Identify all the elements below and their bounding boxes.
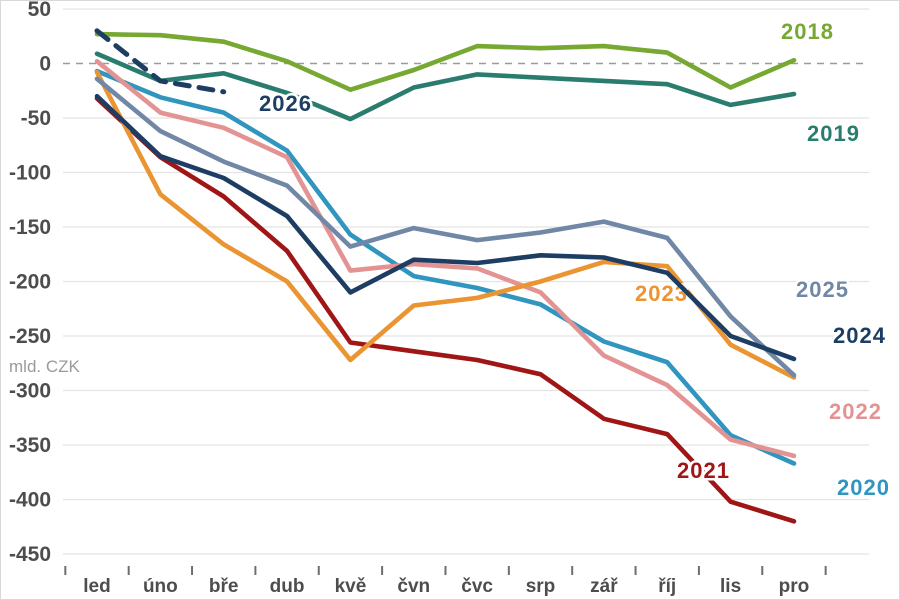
y-axis-tick-label: -250 — [9, 325, 51, 348]
series-line-2020 — [94, 68, 797, 466]
y-axis-tick-label: -300 — [9, 380, 51, 403]
x-axis-month-label: led — [83, 576, 110, 597]
series-line-2021 — [94, 96, 797, 524]
x-axis-month-label: kvě — [335, 576, 367, 597]
series-label-2024: 2024 — [833, 323, 886, 348]
x-axis-month-label: úno — [143, 576, 178, 597]
series-label-2026: 2026 — [259, 91, 312, 116]
series-line-2018 — [94, 31, 797, 92]
x-axis-month-label: zář — [590, 576, 618, 597]
x-axis-month-label: říj — [658, 576, 676, 597]
y-axis-tick-label: -200 — [9, 271, 51, 294]
series-label-2018: 2018 — [781, 19, 834, 44]
y-axis-tick-label: -100 — [9, 162, 51, 185]
series-line-2026 — [94, 28, 227, 95]
x-axis-month-label: dub — [270, 576, 305, 597]
y-axis-tick-label: -450 — [9, 543, 51, 566]
series-label-2020: 2020 — [837, 475, 890, 500]
y-axis-tick-label: -400 — [9, 489, 51, 512]
series-label-2022: 2022 — [829, 399, 882, 424]
x-axis-month-label: lis — [720, 576, 741, 597]
x-axis-month-label: bře — [209, 576, 239, 597]
y-axis-tick-label: -350 — [9, 434, 51, 457]
x-axis-month-label: pro — [779, 576, 810, 597]
x-axis-month-label: srp — [526, 576, 556, 597]
series-line-2023 — [94, 69, 797, 380]
series-line-2025 — [94, 76, 797, 378]
y-axis-tick-label: -50 — [21, 107, 51, 130]
series-line-2022 — [94, 58, 797, 459]
series-label-2021: 2021 — [677, 458, 730, 483]
series-label-2025: 2025 — [796, 277, 849, 302]
y-axis-tick-label: 0 — [39, 53, 51, 76]
y-axis-unit-label: mld. CZK — [9, 357, 81, 376]
series-line-2024 — [94, 93, 797, 362]
y-axis-tick-label: -150 — [9, 216, 51, 239]
x-axis-month-label: čvc — [461, 576, 493, 597]
x-axis-month-label: čvn — [397, 576, 430, 597]
y-axis-tick-label: 50 — [28, 1, 51, 21]
series-label-2019: 2019 — [807, 121, 860, 146]
series-line-2019 — [94, 51, 797, 122]
